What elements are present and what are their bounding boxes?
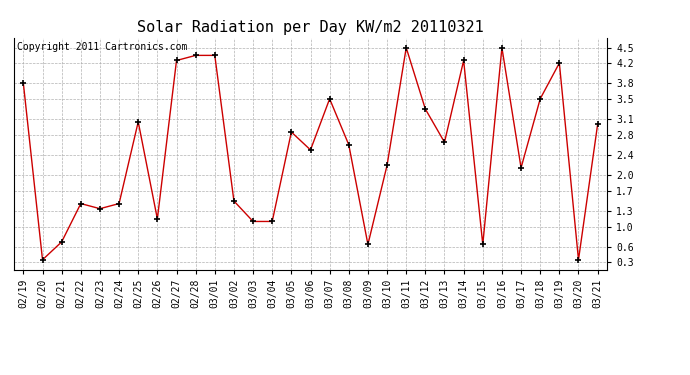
Title: Solar Radiation per Day KW/m2 20110321: Solar Radiation per Day KW/m2 20110321 xyxy=(137,20,484,35)
Text: Copyright 2011 Cartronics.com: Copyright 2011 Cartronics.com xyxy=(17,42,187,52)
